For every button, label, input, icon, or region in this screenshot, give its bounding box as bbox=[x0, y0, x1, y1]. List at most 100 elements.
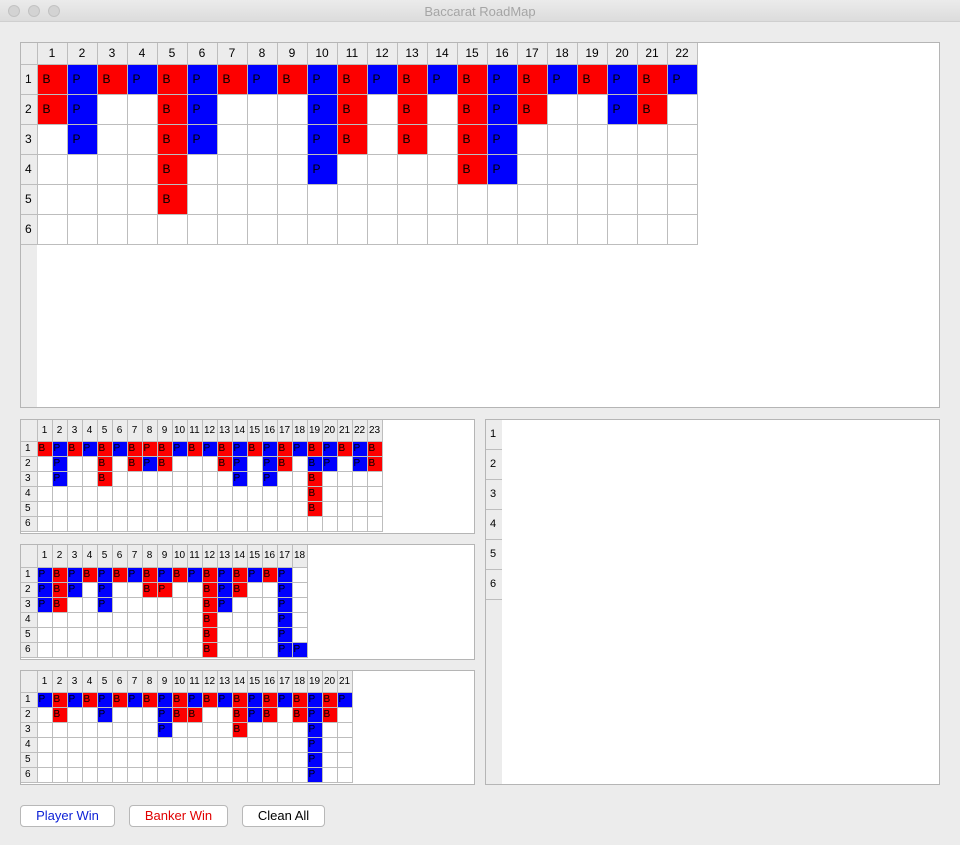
row-header: 5 bbox=[21, 500, 38, 517]
player-cell: P bbox=[306, 153, 338, 185]
column-header: 4 bbox=[126, 43, 158, 65]
clean-all-button[interactable]: Clean All bbox=[242, 805, 325, 827]
empty-cell bbox=[171, 470, 188, 487]
empty-cell bbox=[36, 641, 53, 658]
grid-corner bbox=[21, 420, 38, 442]
empty-cell bbox=[66, 500, 83, 517]
empty-cell bbox=[276, 123, 308, 155]
zoom-window-icon[interactable] bbox=[48, 5, 60, 17]
player-cell: P bbox=[276, 611, 293, 628]
player-win-button[interactable]: Player Win bbox=[20, 805, 115, 827]
empty-cell bbox=[276, 706, 293, 723]
empty-cell bbox=[426, 183, 458, 215]
empty-cell bbox=[126, 721, 143, 738]
empty-cell bbox=[276, 515, 293, 532]
empty-cell bbox=[291, 721, 308, 738]
empty-cell bbox=[216, 183, 248, 215]
empty-cell bbox=[66, 626, 83, 643]
empty-cell bbox=[126, 213, 158, 245]
road-c-panel[interactable]: 1 2 3 4 5 6 7 8 9 10 11 12 13 14 15 16 17 18 19 20 21 1 P B P B P B… bbox=[20, 670, 475, 785]
player-cell: P bbox=[606, 63, 638, 95]
empty-cell bbox=[186, 641, 203, 658]
player-cell: P bbox=[126, 691, 143, 708]
banker-cell: B bbox=[291, 691, 308, 708]
road-a-panel[interactable]: 1 2 3 4 5 6 7 8 9 10 11 12 13 14 15 16 17 18 19 20 21 22 23 1 B P… bbox=[20, 419, 475, 534]
empty-cell bbox=[606, 183, 638, 215]
minimize-window-icon[interactable] bbox=[28, 5, 40, 17]
empty-cell bbox=[576, 153, 608, 185]
empty-cell bbox=[291, 500, 308, 517]
empty-cell bbox=[216, 706, 233, 723]
empty-cell bbox=[216, 766, 233, 783]
banker-win-button[interactable]: Banker Win bbox=[129, 805, 228, 827]
banker-cell: B bbox=[141, 581, 158, 598]
player-cell: P bbox=[486, 93, 518, 125]
empty-cell bbox=[36, 123, 68, 155]
empty-cell bbox=[156, 470, 173, 487]
road-b-panel[interactable]: 1 2 3 4 5 6 7 8 9 10 11 12 13 14 15 16 17 18 1 P B P B P B P B P B P B… bbox=[20, 544, 475, 660]
player-cell: P bbox=[276, 581, 293, 598]
banker-cell: B bbox=[291, 706, 308, 723]
banker-cell: B bbox=[261, 566, 278, 583]
close-window-icon[interactable] bbox=[8, 5, 20, 17]
row-header: 4 bbox=[21, 736, 38, 753]
empty-cell bbox=[336, 470, 353, 487]
empty-cell bbox=[276, 751, 293, 768]
empty-cell bbox=[51, 641, 68, 658]
empty-cell bbox=[291, 515, 308, 532]
row-header: 3 bbox=[21, 470, 38, 487]
banker-cell: B bbox=[156, 93, 188, 125]
banker-cell: B bbox=[336, 93, 368, 125]
empty-cell bbox=[51, 500, 68, 517]
empty-cell bbox=[291, 485, 308, 502]
empty-cell bbox=[96, 500, 113, 517]
empty-cell bbox=[606, 153, 638, 185]
empty-cell bbox=[81, 626, 98, 643]
player-cell: P bbox=[216, 581, 233, 598]
empty-cell bbox=[201, 736, 218, 753]
empty-cell bbox=[36, 611, 53, 628]
empty-cell bbox=[81, 611, 98, 628]
banker-cell: B bbox=[51, 596, 68, 613]
empty-cell bbox=[351, 515, 368, 532]
empty-cell bbox=[366, 153, 398, 185]
empty-cell bbox=[276, 93, 308, 125]
banker-cell: B bbox=[456, 153, 488, 185]
banker-cell: B bbox=[156, 63, 188, 95]
empty-cell bbox=[81, 721, 98, 738]
banker-cell: B bbox=[156, 123, 188, 155]
empty-cell bbox=[216, 611, 233, 628]
empty-cell bbox=[66, 596, 83, 613]
column-header: 16 bbox=[261, 420, 278, 442]
empty-cell bbox=[321, 751, 338, 768]
player-cell: P bbox=[666, 63, 698, 95]
empty-cell bbox=[171, 736, 188, 753]
empty-cell bbox=[81, 596, 98, 613]
player-cell: P bbox=[66, 566, 83, 583]
banker-cell: B bbox=[321, 691, 338, 708]
row-header: 5 bbox=[21, 183, 38, 215]
banker-cell: B bbox=[186, 706, 203, 723]
player-cell: P bbox=[606, 93, 638, 125]
player-cell: P bbox=[186, 566, 203, 583]
player-cell: P bbox=[246, 691, 263, 708]
row-header: 5 bbox=[21, 626, 38, 643]
big-road-panel[interactable]: 1 2 3 4 5 6 7 8 9 10 11 12 13 14 15 16 17 18 19 20 21 22 1 B P B P… bbox=[20, 42, 940, 408]
empty-cell bbox=[156, 596, 173, 613]
empty-cell bbox=[96, 611, 113, 628]
empty-cell bbox=[66, 515, 83, 532]
column-header: 6 bbox=[186, 43, 218, 65]
banker-cell: B bbox=[156, 183, 188, 215]
player-cell: P bbox=[426, 63, 458, 95]
empty-cell bbox=[366, 213, 398, 245]
empty-cell bbox=[51, 766, 68, 783]
empty-cell bbox=[246, 751, 263, 768]
empty-cell bbox=[366, 485, 383, 502]
column-header: 11 bbox=[336, 43, 368, 65]
empty-cell bbox=[66, 751, 83, 768]
empty-cell bbox=[336, 515, 353, 532]
empty-cell bbox=[276, 153, 308, 185]
empty-cell bbox=[186, 596, 203, 613]
empty-cell bbox=[576, 183, 608, 215]
